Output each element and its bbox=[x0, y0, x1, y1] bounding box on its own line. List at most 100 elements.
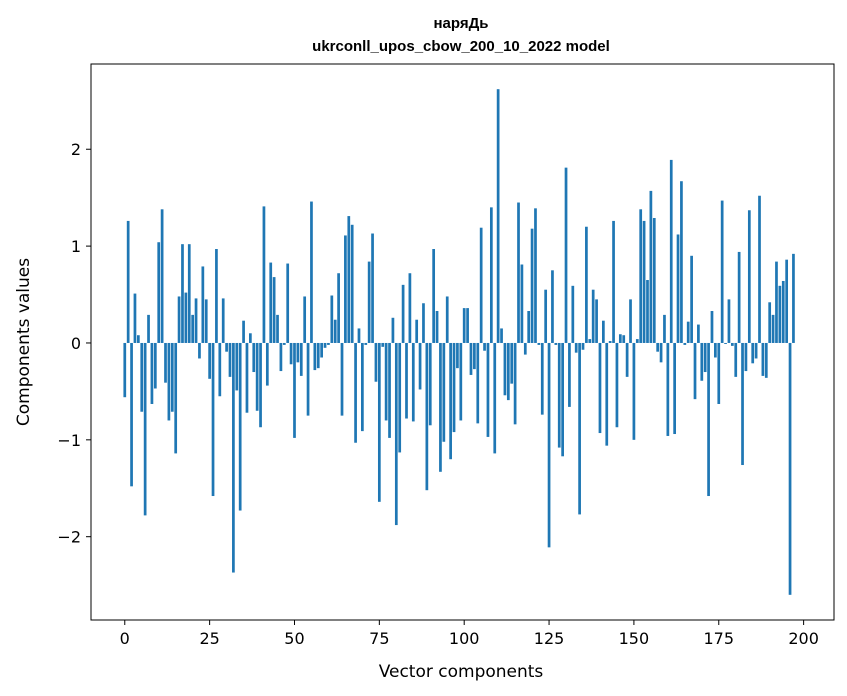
bar-195 bbox=[785, 259, 789, 343]
bar-22 bbox=[198, 342, 201, 359]
bar-38 bbox=[252, 342, 256, 373]
bar-8 bbox=[150, 342, 154, 404]
bar-98 bbox=[456, 342, 459, 369]
bar-83 bbox=[405, 342, 408, 419]
bar-132 bbox=[571, 285, 575, 343]
bar-79 bbox=[391, 317, 395, 343]
bar-81 bbox=[398, 342, 402, 453]
bar-84 bbox=[408, 273, 412, 343]
bar-88 bbox=[422, 303, 425, 343]
bar-191 bbox=[771, 314, 775, 343]
bar-121 bbox=[534, 208, 537, 343]
bar-115 bbox=[513, 342, 517, 425]
bar-50 bbox=[293, 342, 296, 438]
bar-52 bbox=[299, 342, 303, 376]
bar-56 bbox=[313, 342, 317, 371]
bar-36 bbox=[245, 342, 249, 413]
bar-34 bbox=[238, 342, 242, 511]
bar-154 bbox=[646, 280, 649, 343]
bar-157 bbox=[656, 342, 660, 352]
bar-181 bbox=[737, 251, 741, 343]
bar-149 bbox=[629, 299, 632, 343]
bar-167 bbox=[690, 255, 693, 343]
bar-15 bbox=[174, 342, 178, 454]
bar-58 bbox=[320, 342, 323, 358]
bar-136 bbox=[585, 226, 588, 343]
bar-183 bbox=[744, 342, 748, 372]
bar-166 bbox=[686, 321, 690, 343]
bar-32 bbox=[232, 342, 235, 573]
bar-189 bbox=[764, 342, 768, 378]
bar-151 bbox=[635, 339, 639, 343]
bar-178 bbox=[727, 299, 731, 343]
chart-subtitle: ukrconll_upos_cbow_200_10_2022 model bbox=[312, 38, 610, 55]
bar-126 bbox=[551, 270, 554, 343]
bar-117 bbox=[520, 264, 524, 343]
bar-48 bbox=[286, 263, 290, 343]
bar-59 bbox=[323, 342, 327, 348]
chart-title: наряДь bbox=[433, 15, 488, 32]
bar-10 bbox=[157, 242, 161, 343]
bar-103 bbox=[473, 342, 476, 370]
bar-128 bbox=[557, 342, 561, 448]
x-tick-label-175: 175 bbox=[703, 629, 734, 648]
bar-96 bbox=[449, 342, 452, 460]
bar-12 bbox=[164, 342, 167, 383]
bar-33 bbox=[235, 342, 239, 391]
bar-60 bbox=[327, 342, 330, 345]
bar-66 bbox=[347, 216, 351, 343]
bar-102 bbox=[469, 342, 473, 375]
bar-64 bbox=[340, 342, 344, 416]
bar-97 bbox=[452, 342, 456, 433]
bar-159 bbox=[663, 314, 666, 343]
bar-1 bbox=[126, 220, 130, 343]
bar-70 bbox=[361, 342, 364, 432]
bar-43 bbox=[269, 262, 273, 343]
bar-164 bbox=[680, 181, 683, 343]
bar-113 bbox=[506, 342, 510, 401]
bar-141 bbox=[602, 320, 605, 343]
bar-9 bbox=[153, 342, 157, 389]
bar-6 bbox=[143, 342, 147, 516]
bar-111 bbox=[500, 328, 503, 343]
bar-4 bbox=[136, 335, 140, 343]
bar-90 bbox=[428, 342, 432, 426]
bar-124 bbox=[544, 289, 548, 343]
bar-153 bbox=[642, 220, 646, 343]
bar-147 bbox=[622, 335, 626, 343]
bar-16 bbox=[177, 296, 181, 343]
bar-150 bbox=[632, 342, 636, 440]
plot-frame bbox=[90, 63, 835, 621]
bar-14 bbox=[170, 342, 174, 412]
bar-165 bbox=[683, 342, 687, 345]
bar-123 bbox=[540, 342, 544, 415]
bar-106 bbox=[483, 342, 486, 351]
bar-110 bbox=[496, 89, 500, 343]
bar-61 bbox=[330, 295, 334, 343]
bar-55 bbox=[310, 201, 313, 343]
bar-176 bbox=[720, 200, 724, 343]
bar-31 bbox=[228, 342, 232, 377]
bar-74 bbox=[374, 342, 378, 382]
bar-7 bbox=[147, 314, 150, 343]
bar-158 bbox=[659, 342, 663, 363]
bar-125 bbox=[547, 342, 551, 548]
bar-68 bbox=[354, 342, 357, 443]
bar-179 bbox=[730, 342, 734, 346]
bar-188 bbox=[761, 342, 765, 376]
bar-63 bbox=[337, 273, 340, 343]
bar-71 bbox=[364, 342, 368, 345]
bar-109 bbox=[493, 342, 497, 454]
bar-148 bbox=[625, 342, 629, 377]
bar-95 bbox=[445, 296, 449, 343]
bar-129 bbox=[561, 342, 564, 457]
bar-173 bbox=[710, 311, 714, 343]
bar-116 bbox=[517, 202, 520, 343]
bar-26 bbox=[211, 342, 215, 497]
bar-162 bbox=[673, 342, 676, 435]
y-tick-label-0: 0 bbox=[71, 334, 81, 353]
bar-30 bbox=[225, 342, 228, 352]
bar-89 bbox=[425, 342, 429, 491]
bar-197 bbox=[792, 253, 795, 343]
